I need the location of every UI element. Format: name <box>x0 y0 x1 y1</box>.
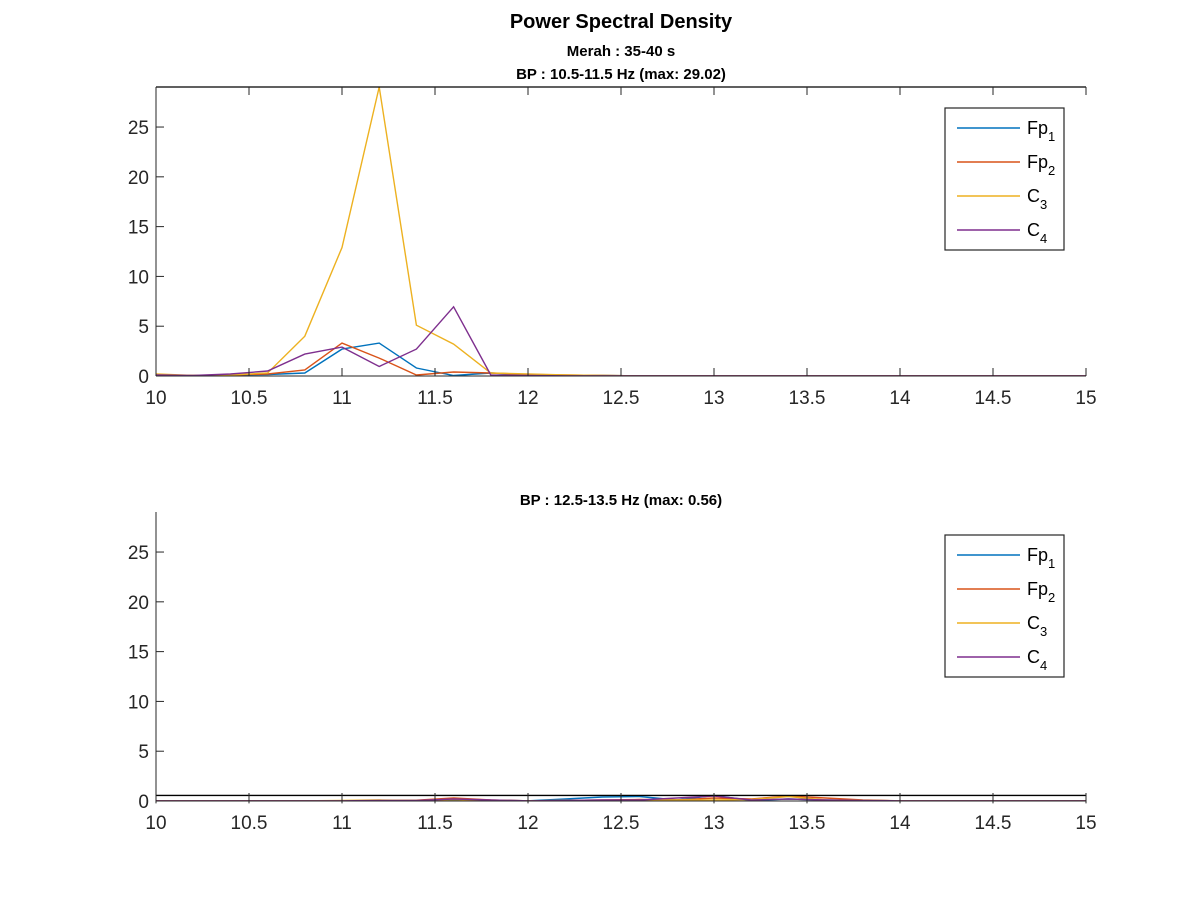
x-tick-label: 12 <box>517 388 538 409</box>
x-tick-label: 14.5 <box>975 813 1012 834</box>
x-tick-label: 11 <box>332 813 352 834</box>
x-tick-label: 12.5 <box>603 813 640 834</box>
legend-label-fp2: Fp2 <box>1027 579 1055 605</box>
x-tick-label: 15 <box>1075 388 1096 409</box>
x-tick-label: 10 <box>145 813 166 834</box>
x-tick-label: 13 <box>703 388 724 409</box>
x-tick-label: 12 <box>517 813 538 834</box>
y-tick-label: 25 <box>128 543 149 564</box>
legend-box <box>944 107 1065 251</box>
y-tick-label: 10 <box>128 692 149 713</box>
y-tick-label: 10 <box>128 267 149 288</box>
legend-label-c4: C4 <box>1027 647 1047 673</box>
legend-label-c4: C4 <box>1027 220 1047 246</box>
axes-1: 10 10.5 11 11.5 12 12.5 13 13.5 14 14.5 15 0 5 10 15 20… <box>128 86 1097 409</box>
legend-label-fp1: Fp1 <box>1027 545 1055 571</box>
legend-label-c3: C3 <box>1027 613 1047 639</box>
x-tick-label: 10 <box>145 388 166 409</box>
chart-subtitle: Merah : 35-40 s <box>567 43 675 60</box>
y-tick-label: 15 <box>128 643 149 664</box>
x-tick-label: 11.5 <box>417 388 453 409</box>
x-tick-label: 10.5 <box>231 813 268 834</box>
figure-title: Power Spectral Density <box>510 11 733 33</box>
x-tick-label: 10.5 <box>231 388 268 409</box>
chart-title: BP : 10.5-11.5 Hz (max: 29.02) <box>516 66 726 83</box>
chart-panel-1: Merah : 35-40 s BP : 10.5-11.5 Hz (max: … <box>128 43 1097 409</box>
y-tick-label: 0 <box>138 792 149 813</box>
legend: Fp1 Fp2 C3 C4 <box>944 534 1065 678</box>
x-tick-label: 12.5 <box>603 388 640 409</box>
series-line-c4 <box>155 305 1086 377</box>
y-tick-label: 5 <box>138 742 149 763</box>
x-tick-label: 13.5 <box>789 813 826 834</box>
chart-panel-2: BP : 12.5-13.5 Hz (max: 0.56) 10 10.5 11 11… <box>128 492 1097 834</box>
y-tick-label: 15 <box>128 218 149 239</box>
x-tick-label: 11.5 <box>417 813 453 834</box>
y-tick-label: 20 <box>128 168 149 189</box>
y-tick-label: 5 <box>138 317 149 338</box>
x-tick-label: 14 <box>889 813 911 834</box>
y-tick-label: 20 <box>128 593 149 614</box>
chart-title: BP : 12.5-13.5 Hz (max: 0.56) <box>520 492 722 509</box>
legend-box <box>944 534 1065 678</box>
x-tick-label: 14.5 <box>975 388 1012 409</box>
axes-2: 10 10.5 11 11.5 12 12.5 13 13.5 14 14.5 15 0 5 10 15 20… <box>128 512 1097 834</box>
legend-label-fp2: Fp2 <box>1027 152 1055 178</box>
y-tick-label: 0 <box>138 367 149 388</box>
legend: Fp1 Fp2 C3 C4 <box>944 107 1065 251</box>
legend-label-c3: C3 <box>1027 186 1047 212</box>
legend-label-fp1: Fp1 <box>1027 118 1055 144</box>
x-tick-label: 11 <box>332 388 352 409</box>
x-tick-label: 14 <box>889 388 911 409</box>
y-tick-label: 25 <box>128 118 149 139</box>
x-tick-label: 13 <box>703 813 724 834</box>
x-tick-label: 15 <box>1075 813 1096 834</box>
x-tick-label: 13.5 <box>789 388 826 409</box>
